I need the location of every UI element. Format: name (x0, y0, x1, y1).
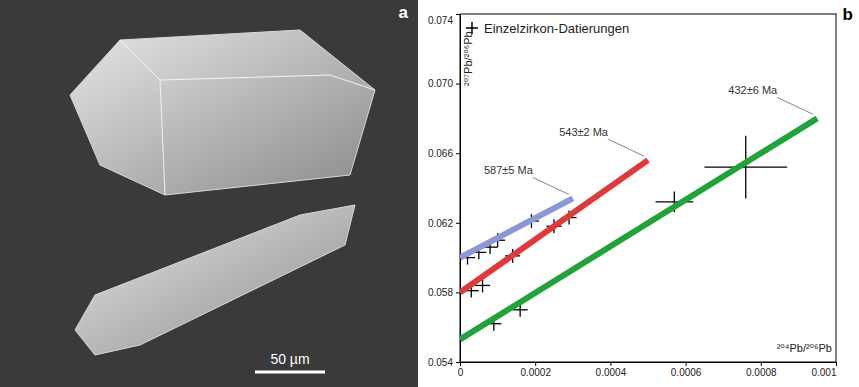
y-tick-mark (456, 84, 460, 85)
y-tick-mark (456, 362, 460, 363)
x-axis-line (461, 363, 837, 367)
leader-line (777, 97, 813, 114)
fit-line (460, 160, 648, 292)
x-tick-label: 0.0006 (671, 367, 702, 378)
x-tick-label: 0 (458, 367, 464, 378)
panel-b: 0 0.0002 0.0004 0.0006 0.0008 0.001 0.054 0.058… (424, 0, 859, 387)
x-tick-mark (836, 362, 837, 366)
crystal-edge (120, 40, 375, 90)
scale-bar-label: 50 µm (270, 351, 309, 367)
cross-horizontal (513, 309, 528, 310)
plot-frame (460, 14, 836, 362)
y-tick-label: 0.070 (428, 78, 453, 89)
panel-label: a (399, 3, 409, 22)
y-axis-line (456, 15, 461, 363)
x-tick-label: 0.0004 (596, 367, 627, 378)
x-tick: 0.0006 (671, 362, 702, 378)
labels: Einzelzirkon-Datierungen 587±5 Ma 543±2 Ma… (462, 5, 853, 354)
panel-background (424, 0, 859, 387)
x-tick-mark (686, 362, 687, 366)
y-tick: 0.054 (428, 357, 460, 368)
x-tick-label: 0.001 (811, 367, 836, 378)
line-label: 543±2 Ma (559, 126, 609, 138)
x-axis: 0 0.0002 0.0004 0.0006 0.0008 0.001 (458, 362, 837, 378)
x-tick-mark (535, 362, 536, 366)
y-tick: 0.058 (428, 287, 460, 298)
panel-label: b (843, 5, 853, 24)
y-axis-title: ²⁰⁷Pb/²⁰⁶Pb (462, 31, 474, 86)
y-tick: 0.074 (428, 15, 460, 26)
zircon-crystal (70, 30, 375, 195)
y-tick-label: 0.062 (428, 218, 453, 229)
y-tick-label: 0.054 (428, 357, 453, 368)
fit-line (460, 118, 817, 339)
photo-background (0, 0, 418, 387)
y-tick: 0.062 (428, 218, 460, 229)
legend: Einzelzirkon-Datierungen (466, 21, 629, 36)
scale-bar (255, 371, 325, 374)
plot-area (460, 118, 817, 339)
x-tick: 0.0004 (596, 362, 627, 378)
x-tick: 0.0008 (746, 362, 777, 378)
zircon-crystal (75, 205, 355, 355)
y-tick-mark (456, 223, 460, 224)
y-axis: 0.054 0.058 0.062 0.066 0.070 0.074 (428, 15, 461, 368)
line-label: 587±5 Ma (484, 164, 534, 176)
crystal-edge (160, 80, 165, 195)
figure: a 50 µm 0 0.0002 0.0004 0.0006 0.0008 0.001 0.05… (0, 0, 859, 387)
y-tick-mark (456, 153, 460, 154)
cross-horizontal (704, 166, 787, 167)
panel-a: a 50 µm (0, 0, 418, 387)
y-tick-label: 0.058 (428, 287, 453, 298)
x-tick-mark (610, 362, 611, 366)
y-tick-mark (456, 292, 460, 293)
cross-horizontal (475, 285, 490, 286)
legend-label: Einzelzirkon-Datierungen (484, 21, 629, 36)
x-tick: 0.001 (811, 362, 836, 378)
y-tick: 0.070 (428, 78, 460, 89)
leader-line (533, 177, 569, 194)
x-tick: 0.0002 (520, 362, 551, 378)
line-label: 432±6 Ma (728, 84, 778, 96)
y-tick: 0.066 (428, 148, 460, 159)
y-tick-mark (456, 14, 460, 15)
x-tick: 0 (458, 362, 464, 378)
leader-line (608, 139, 644, 156)
x-tick-label: 0.0002 (520, 367, 551, 378)
y-tick-label: 0.066 (428, 148, 453, 159)
y-tick-label: 0.074 (428, 15, 453, 26)
x-tick-mark (761, 362, 762, 366)
x-tick-label: 0.0008 (746, 367, 777, 378)
x-axis-title: ²⁰⁴Pb/²⁰⁶Pb (777, 342, 832, 354)
